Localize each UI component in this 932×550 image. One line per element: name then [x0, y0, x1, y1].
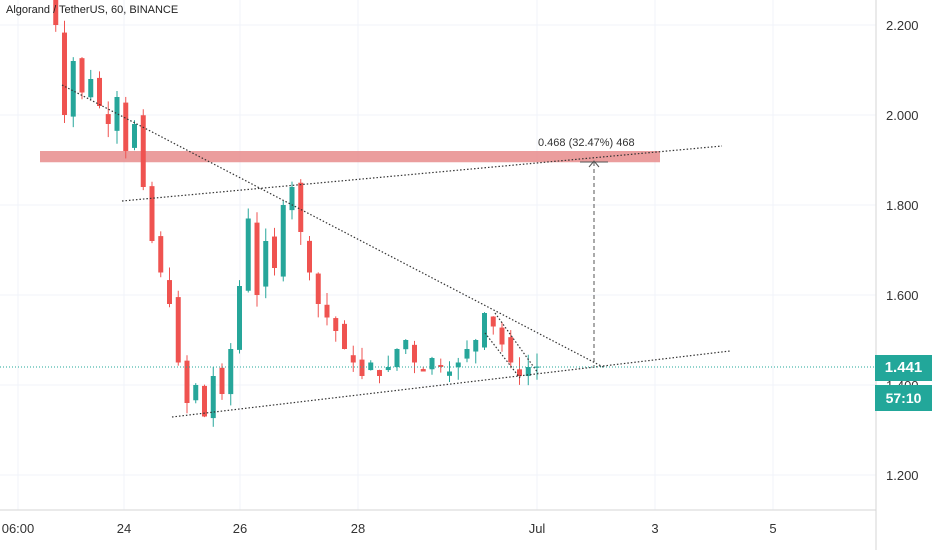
- candle-body: [70, 61, 76, 117]
- candle-body: [490, 316, 496, 327]
- candle-body: [499, 327, 505, 345]
- candle-body: [272, 236, 277, 268]
- candle-body: [298, 182, 304, 232]
- candle-body: [97, 77, 102, 106]
- grid: [0, 0, 876, 510]
- x-tick-label: 3: [651, 521, 658, 536]
- candle-body: [429, 358, 435, 370]
- x-tick-label: 26: [233, 521, 247, 536]
- candle-body: [53, 0, 59, 26]
- y-tick-label: 2.200: [886, 18, 919, 33]
- x-tick-label: Jul: [529, 521, 546, 536]
- candle-body: [333, 318, 339, 331]
- candle-body: [368, 362, 374, 371]
- candle-body: [464, 349, 470, 359]
- candle-body: [202, 385, 207, 417]
- candle-body: [62, 32, 67, 116]
- candle-body: [385, 367, 391, 371]
- y-tick-label: 1.600: [886, 288, 919, 303]
- candle-body: [158, 236, 164, 273]
- candle-body: [394, 349, 400, 368]
- candle-body: [254, 222, 260, 295]
- rising-support-line[interactable]: [171, 350, 731, 418]
- candle-body: [359, 359, 365, 376]
- candle-body: [184, 360, 190, 403]
- candle-body: [280, 205, 286, 277]
- candle-body: [342, 323, 347, 349]
- candle-body: [420, 369, 426, 372]
- candle-body: [219, 367, 225, 394]
- bar-countdown: 57:10: [875, 385, 932, 411]
- candle-body: [350, 355, 356, 363]
- y-tick-label: 2.000: [886, 108, 919, 123]
- measure-label: 0.468 (32.47%) 468: [538, 137, 635, 149]
- candle-body: [175, 297, 181, 363]
- descending-trendline[interactable]: [61, 84, 606, 369]
- x-axis: 06:00 24 26 28 Jul 3 5: [2, 521, 777, 536]
- x-tick-label: 5: [769, 521, 776, 536]
- chart-title: Algorand / TetherUS, 60, BINANCE: [6, 4, 179, 16]
- candle-body: [517, 369, 522, 376]
- x-tick-label: 28: [351, 521, 365, 536]
- candle-body: [403, 340, 409, 350]
- candle-body: [455, 362, 461, 368]
- candle-body: [473, 340, 479, 352]
- rising-channel-top[interactable]: [121, 145, 723, 202]
- candle-body: [307, 240, 312, 273]
- resistance-zone: [40, 151, 660, 163]
- candle-body: [412, 344, 417, 363]
- candle-body: [228, 349, 234, 395]
- trendlines: [61, 84, 731, 418]
- candle-body: [289, 187, 295, 211]
- candle-body: [438, 365, 444, 367]
- y-tick-label: 1.200: [886, 468, 919, 483]
- candle-body: [105, 114, 111, 124]
- measure-tool[interactable]: 0.468 (32.47%) 468: [538, 137, 635, 366]
- measure-arrow-icon: [588, 160, 600, 168]
- candle-body: [123, 102, 129, 151]
- candle-body: [114, 97, 120, 131]
- candle-body: [315, 273, 321, 304]
- last-price-tag: 1.441: [875, 355, 932, 381]
- candle-body: [167, 280, 172, 304]
- candle-body: [132, 124, 137, 148]
- candle-body: [88, 79, 94, 98]
- candle-body: [193, 385, 199, 401]
- candle-body: [263, 241, 269, 287]
- x-tick-label: 24: [117, 521, 131, 536]
- candle-body: [447, 371, 452, 376]
- candle-body: [140, 115, 146, 187]
- candle-body: [508, 337, 514, 363]
- y-tick-label: 1.800: [886, 198, 919, 213]
- candle-body: [245, 218, 251, 291]
- candle-body: [237, 286, 242, 350]
- candle-body: [324, 304, 330, 318]
- candle-body: [377, 370, 382, 376]
- candle-body: [525, 367, 531, 377]
- candle-body: [210, 376, 216, 419]
- candles: [53, 0, 540, 427]
- candle-body: [482, 313, 487, 348]
- x-tick-label: 06:00: [2, 521, 35, 536]
- candle-body: [149, 186, 155, 241]
- flag-lower-line[interactable]: [484, 332, 521, 379]
- candle-body: [79, 58, 85, 93]
